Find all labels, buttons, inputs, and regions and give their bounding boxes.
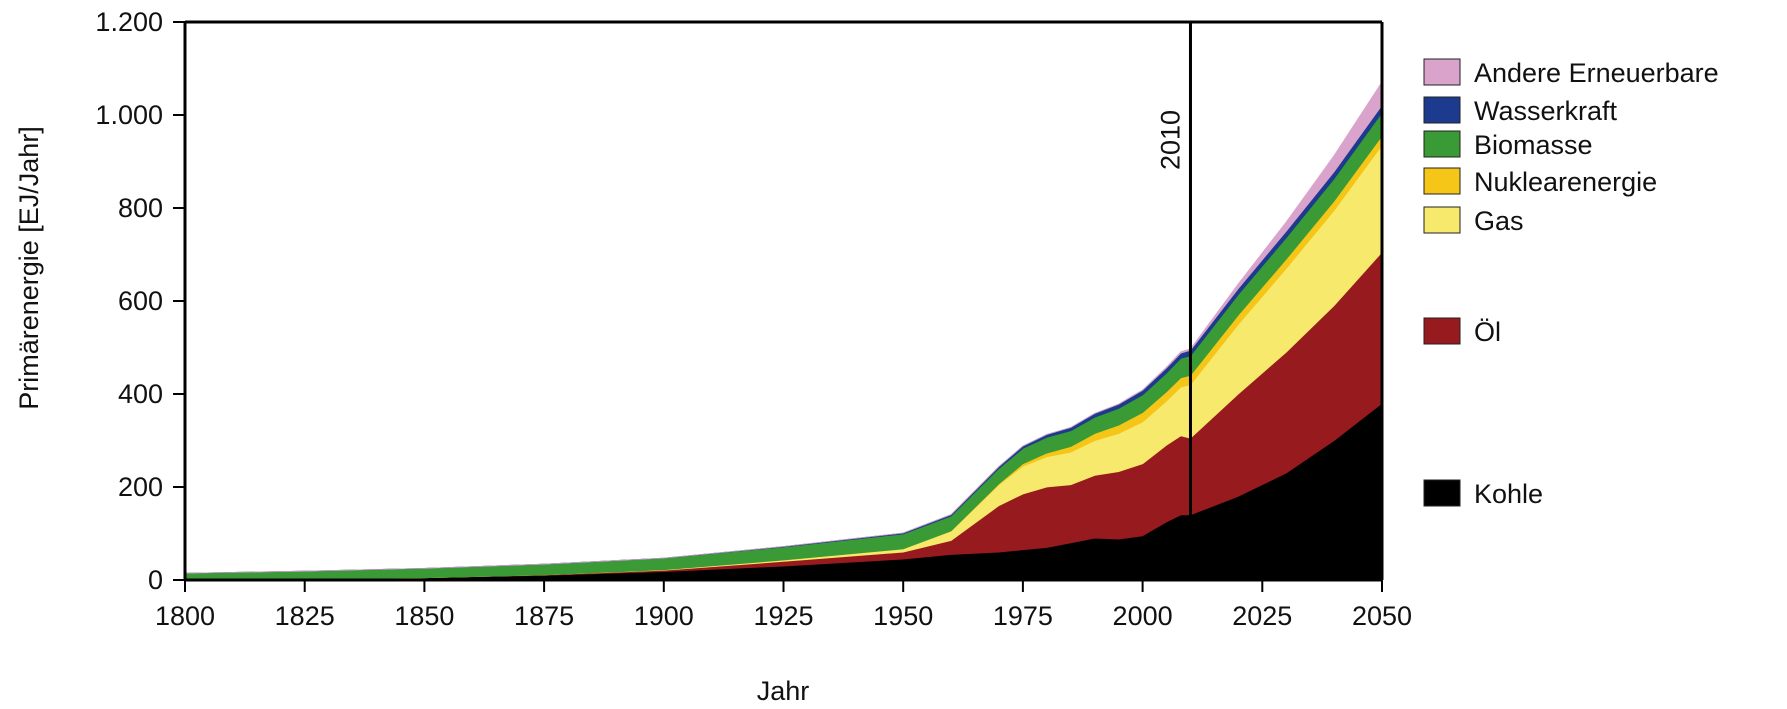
legend-swatch-andere-erneuerbare: [1423, 58, 1461, 86]
y-tick-label: 1.000: [95, 100, 163, 130]
y-tick-label: 600: [118, 286, 163, 316]
x-tick-label: 1825: [275, 601, 335, 631]
x-tick-label: 2050: [1352, 601, 1412, 631]
x-tick-label: 1850: [394, 601, 454, 631]
x-tick-label: 1800: [155, 601, 215, 631]
x-tick-label: 1975: [993, 601, 1053, 631]
y-axis-label: Primärenergie [EJ/Jahr]: [14, 126, 44, 410]
x-axis-label: Jahr: [757, 676, 810, 706]
x-tick-label: 1925: [753, 601, 813, 631]
stacked-areas: [184, 80, 1383, 581]
legend-label-oel: Öl: [1474, 317, 1501, 347]
y-tick-label: 200: [118, 472, 163, 502]
legend-label-nuklearenergie: Nuklearenergie: [1474, 167, 1657, 197]
legend-swatch-oel: [1423, 317, 1461, 345]
legend-label-biomasse: Biomasse: [1474, 130, 1593, 160]
legend-label-gas: Gas: [1474, 206, 1524, 236]
legend-swatch-biomasse: [1423, 130, 1461, 158]
axis-ticks: 1800 1825 1850 1875 1900 1925 1950 1975 2000 2025…: [95, 7, 1412, 631]
legend-swatch-nuklearenergie: [1423, 167, 1461, 195]
legend-swatch-kohle: [1423, 479, 1461, 507]
x-tick-label: 1950: [873, 601, 933, 631]
legend-swatch-gas: [1423, 206, 1461, 234]
marker-label-2010: 2010: [1155, 110, 1185, 170]
y-tick-label: 0: [148, 565, 163, 595]
x-tick-label: 2000: [1113, 601, 1173, 631]
y-tick-label: 400: [118, 379, 163, 409]
legend: Andere Erneuerbare Wasserkraft Biomasse Nuk…: [1423, 58, 1719, 509]
x-tick-label: 1900: [634, 601, 694, 631]
legend-label-andere-erneuerbare: Andere Erneuerbare: [1474, 58, 1719, 88]
legend-label-wasserkraft: Wasserkraft: [1474, 96, 1618, 126]
legend-swatch-wasserkraft: [1423, 96, 1461, 124]
x-tick-label: 1875: [514, 601, 574, 631]
y-tick-label: 1.200: [95, 7, 163, 37]
year-marker: 2010: [1155, 22, 1192, 580]
legend-label-kohle: Kohle: [1474, 479, 1543, 509]
x-tick-label: 2025: [1232, 601, 1292, 631]
y-tick-label: 800: [118, 193, 163, 223]
